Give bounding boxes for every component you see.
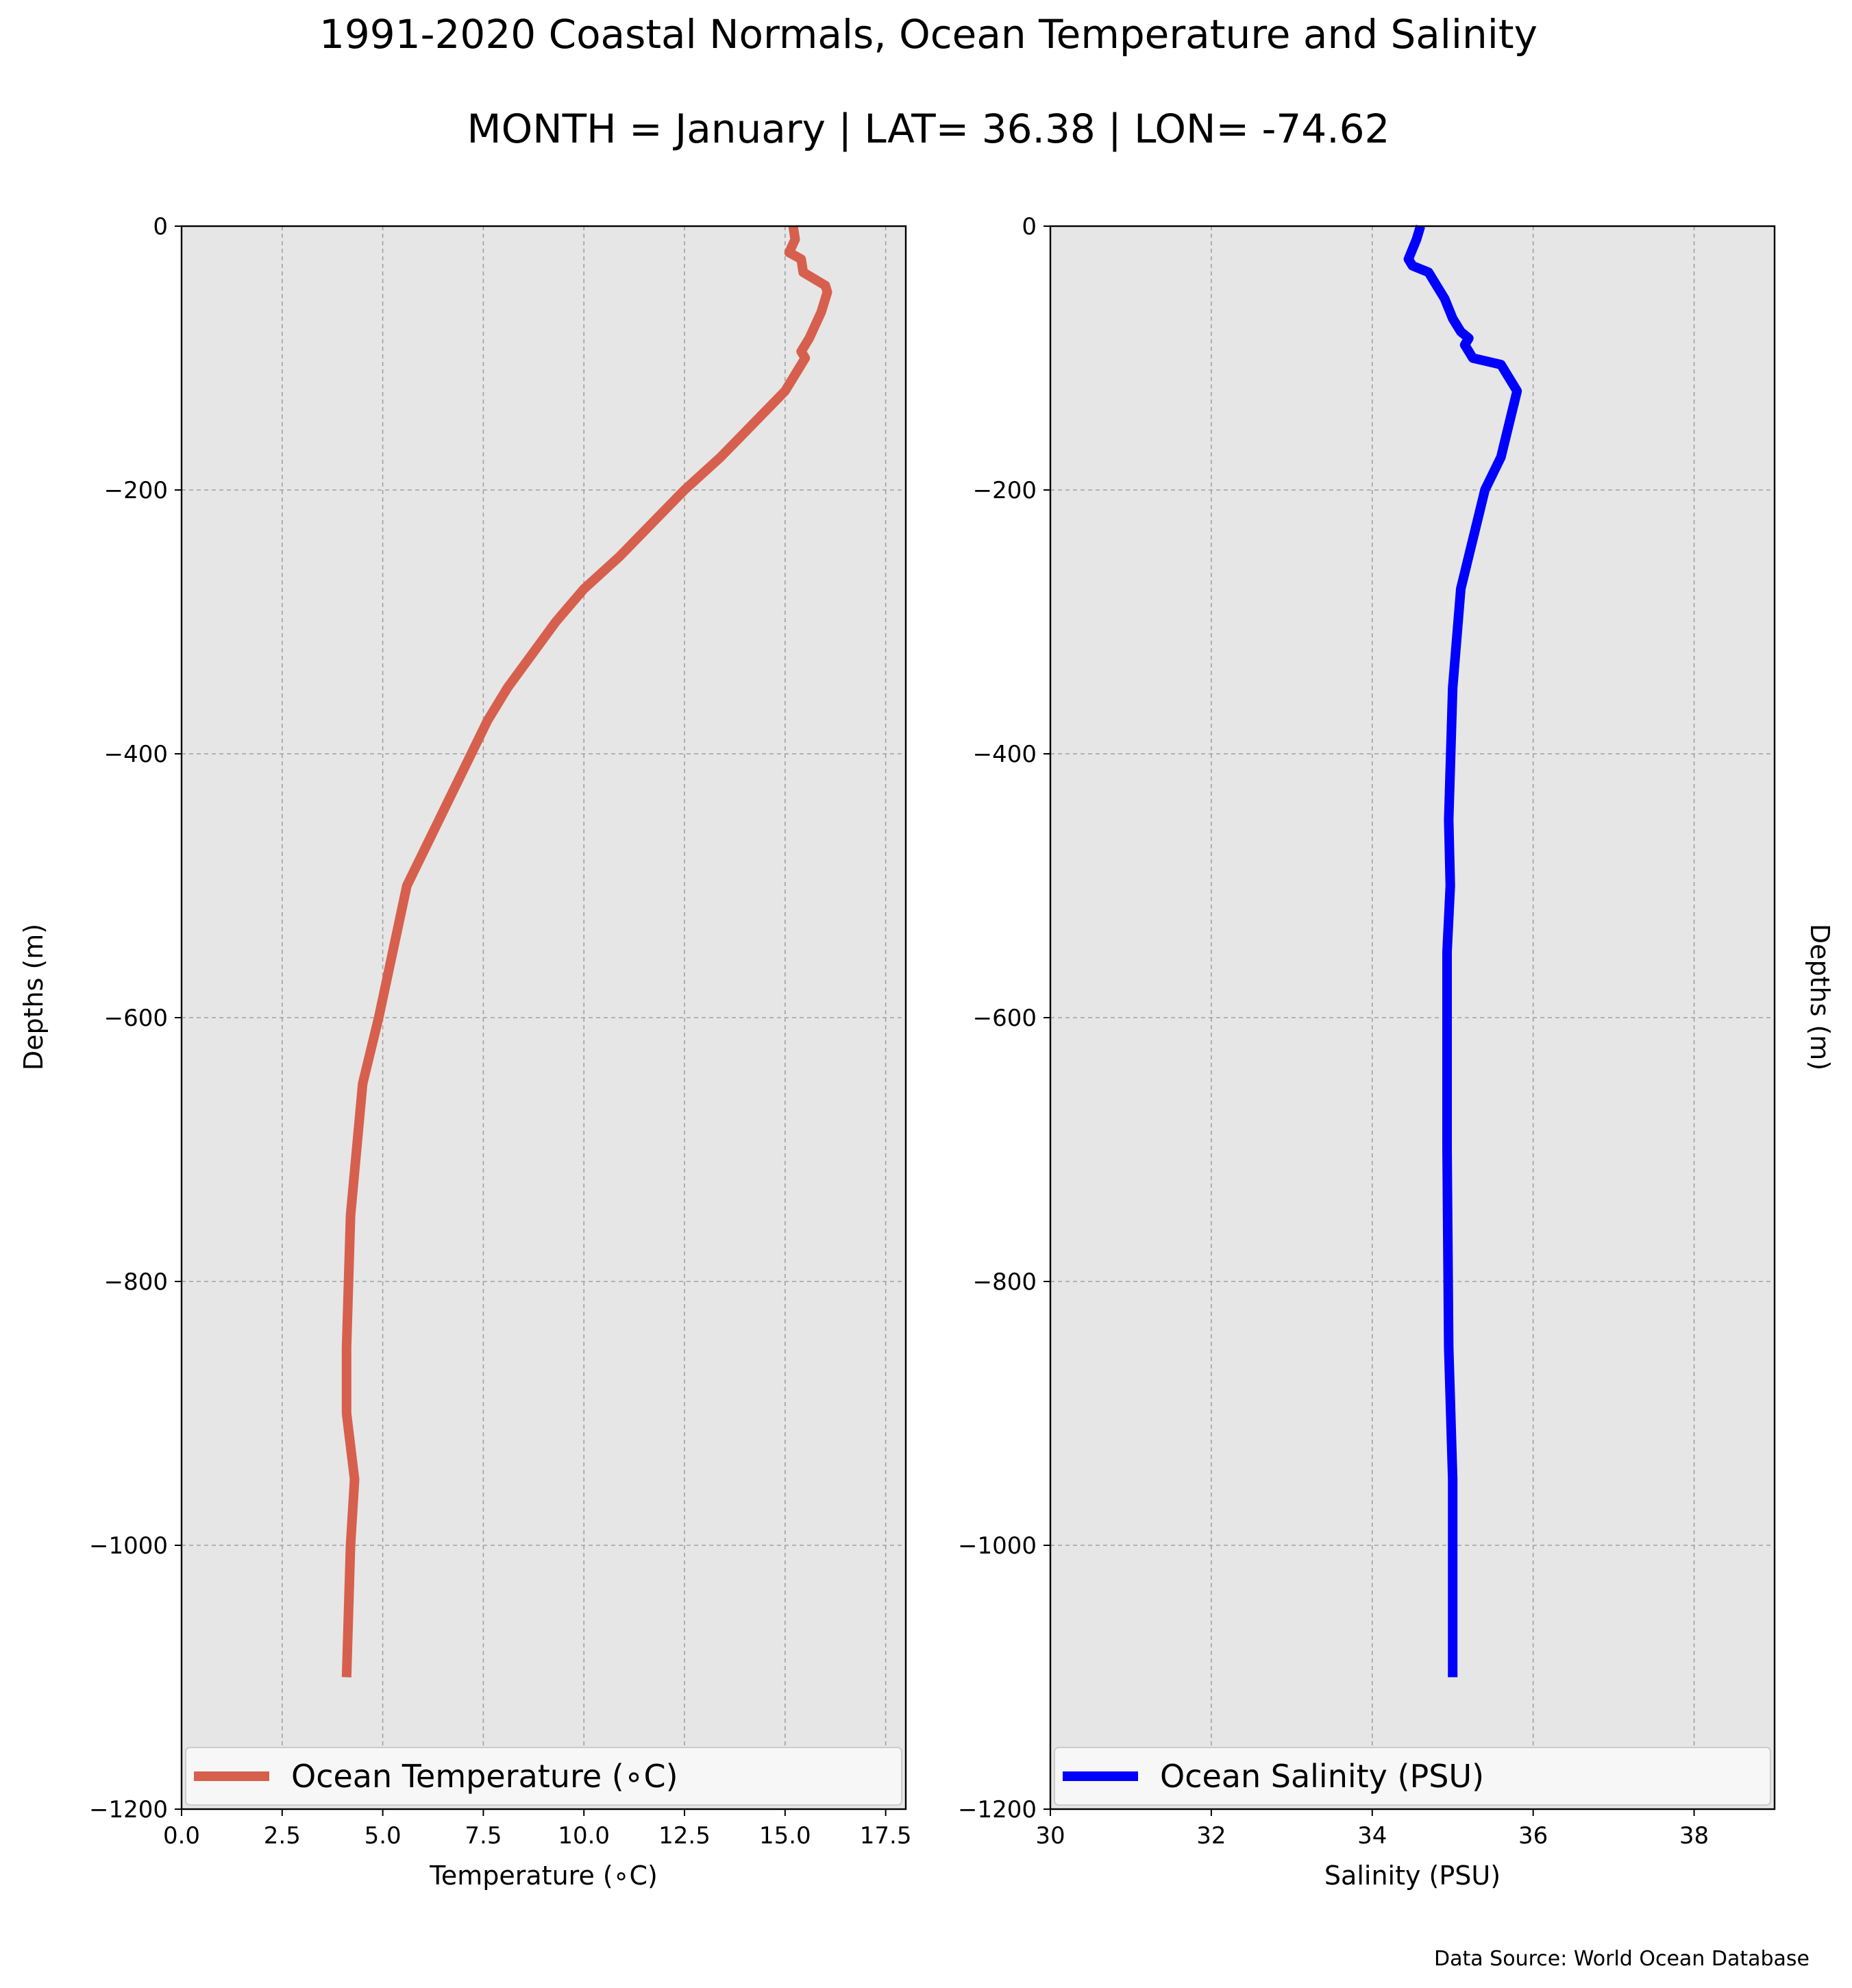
temperature-legend: Ocean Temperature (∘C) [185,1747,902,1806]
temperature-x-tick-label: 15.0 [759,1822,811,1850]
temperature-y-tick-label: −1200 [89,1796,168,1824]
salinity-chart: 30 32 34 36 38 0 −200 −400 −600 −800 −1000 −1200 Oce… [958,213,1776,1891]
temperature-x-tick-label: 2.5 [264,1822,301,1850]
temperature-y-tick-label: −400 [104,741,168,768]
salinity-x-tick-label: 38 [1679,1822,1709,1850]
left-y-axis-label: Depths (m) [18,924,49,1070]
temperature-y-tick-label: −800 [104,1268,168,1296]
temperature-x-tick-label: 10.0 [558,1822,610,1850]
salinity-legend: Ocean Salinity (PSU) [1054,1747,1771,1806]
temperature-x-tick-label: 0.0 [163,1822,200,1850]
temperature-x-tick-label: 17.5 [860,1822,912,1850]
salinity-legend-box [1054,1747,1771,1806]
salinity-x-tick-label: 36 [1518,1822,1548,1850]
temperature-x-axis-label: Temperature (∘C) [429,1861,658,1891]
temperature-axes-frame [180,225,907,1811]
temperature-y-tick-label: 0 [153,213,168,241]
salinity-x-tick-label: 32 [1196,1822,1226,1850]
salinity-x-axis-label: Salinity (PSU) [1324,1861,1501,1891]
salinity-x-tick-label: 34 [1357,1822,1387,1850]
temperature-y-tick-label: −1000 [89,1532,168,1560]
data-source-note: Data Source: World Ocean Database [1434,1947,1810,1971]
salinity-y-tick-label: 0 [1022,213,1037,241]
right-y-axis-label: Depths (m) [1805,924,1835,1070]
figure-title: 1991-2020 Coastal Normals, Ocean Tempera… [319,11,1538,58]
temperature-legend-box [185,1747,902,1806]
temperature-x-tick-label: 12.5 [658,1822,711,1850]
salinity-y-tick-label: −1200 [958,1796,1037,1824]
temperature-legend-label: Ocean Temperature (∘C) [291,1758,678,1795]
salinity-y-tick-label: −400 [973,741,1037,768]
temperature-x-tick-label: 7.5 [465,1822,502,1850]
temperature-y-tick-label: −600 [104,1005,168,1032]
temperature-chart: 0.0 2.5 5.0 7.5 10.0 12.5 15.0 17.5 0 −200 −400 −60… [89,213,912,1891]
salinity-y-tick-label: −600 [973,1005,1037,1032]
figure-subtitle: MONTH = January | LAT= 36.38 | LON= -74.… [467,106,1390,152]
temperature-x-tick-label: 5.0 [365,1822,402,1850]
salinity-y-tick-label: −1000 [958,1532,1037,1560]
temperature-series-line [341,225,832,1678]
salinity-y-tick-label: −200 [973,477,1037,504]
salinity-series-line [1403,224,1522,1678]
salinity-x-tick-label: 30 [1035,1822,1065,1850]
temperature-y-tick-label: −200 [104,477,168,504]
salinity-legend-label: Ocean Salinity (PSU) [1160,1758,1484,1795]
salinity-axes-frame [1049,225,1776,1811]
salinity-y-tick-label: −800 [973,1268,1037,1296]
